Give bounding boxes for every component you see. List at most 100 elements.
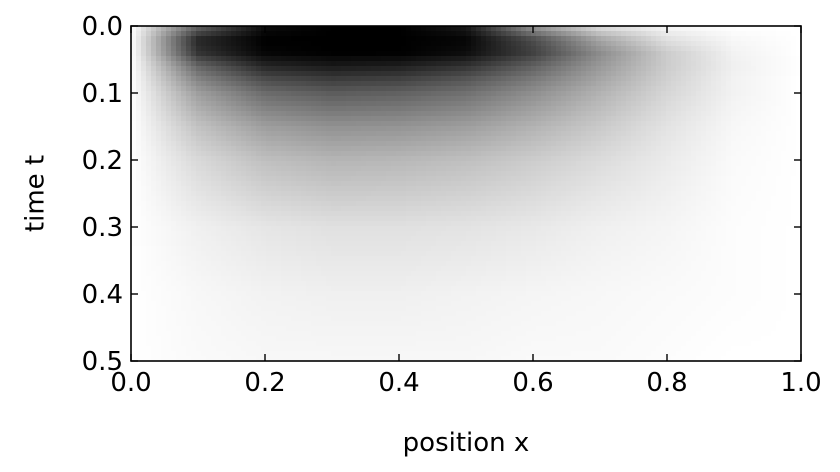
heatmap-cell [296, 146, 302, 152]
heatmap-cell [201, 111, 207, 117]
heatmap-cell [501, 51, 507, 57]
heatmap-cell [346, 61, 352, 67]
heatmap-cell [511, 156, 517, 162]
heatmap-cell [451, 56, 457, 62]
heatmap-cell [776, 161, 782, 167]
heatmap-cell [171, 56, 177, 62]
heatmap-cell [576, 201, 582, 207]
heatmap-cell [191, 166, 197, 172]
heatmap-cell [481, 131, 487, 137]
heatmap-cell [446, 166, 452, 172]
heatmap-cell [496, 51, 502, 57]
heatmap-cell [711, 76, 717, 82]
heatmap-cell [776, 151, 782, 157]
heatmap-cell [791, 131, 797, 137]
heatmap-cell [306, 201, 312, 207]
heatmap-cell [456, 191, 462, 197]
heatmap-cell [176, 201, 182, 207]
heatmap-cell [321, 61, 327, 67]
heatmap-cell [301, 101, 307, 107]
heatmap-cell [216, 206, 222, 212]
heatmap-cell [376, 131, 382, 137]
heatmap-cell [131, 146, 137, 152]
heatmap-cell [611, 141, 617, 147]
heatmap-cell [386, 191, 392, 197]
heatmap-cell [386, 81, 392, 87]
heatmap-cell [626, 86, 632, 92]
heatmap-cell [356, 96, 362, 102]
heatmap-cell [681, 171, 687, 177]
heatmap-cell [466, 56, 472, 62]
heatmap-cell [511, 101, 517, 107]
heatmap-cell [166, 131, 172, 137]
heatmap-cell [781, 81, 787, 87]
heatmap-cell [166, 201, 172, 207]
heatmap-cell [721, 81, 727, 87]
heatmap-cell [361, 71, 367, 77]
heatmap-cell [406, 206, 412, 212]
heatmap-cell [166, 86, 172, 92]
heatmap-cell [526, 91, 532, 97]
heatmap-cell [441, 146, 447, 152]
heatmap-cell [791, 161, 797, 167]
heatmap-cell [251, 121, 257, 127]
heatmap-cell [366, 156, 372, 162]
heatmap-cell [726, 71, 732, 77]
heatmap-cell [566, 51, 572, 57]
heatmap-cell [236, 81, 242, 87]
heatmap-cell [336, 81, 342, 87]
heatmap-cell [316, 91, 322, 97]
heatmap-cell [476, 111, 482, 117]
heatmap-cell [756, 151, 762, 157]
heatmap-cell [361, 161, 367, 167]
heatmap-cell [181, 151, 187, 157]
heatmap-cell [141, 121, 147, 127]
heatmap-cell [541, 176, 547, 182]
heatmap-cell [351, 196, 357, 202]
heatmap-cell [646, 46, 652, 52]
heatmap-cell [591, 76, 597, 82]
heatmap-cell [271, 171, 277, 177]
heatmap-cell [566, 61, 572, 67]
heatmap-cell [611, 81, 617, 87]
heatmap-cell [211, 81, 217, 87]
heatmap-cell [181, 156, 187, 162]
heatmap-cell [146, 201, 152, 207]
heatmap-cell [556, 111, 562, 117]
heatmap-cell [691, 61, 697, 67]
heatmap-cell [416, 151, 422, 157]
heatmap-cell [346, 41, 352, 47]
heatmap-cell [491, 201, 497, 207]
heatmap-cell [791, 151, 797, 157]
heatmap-cell [246, 176, 252, 182]
heatmap-cell [461, 51, 467, 57]
heatmap-cell [141, 31, 147, 37]
heatmap-cell [181, 106, 187, 112]
heatmap-cell [381, 41, 387, 47]
heatmap-cell [276, 71, 282, 77]
heatmap-cell [766, 66, 772, 72]
heatmap-cell [636, 206, 642, 212]
heatmap-cell [436, 101, 442, 107]
heatmap-cell [216, 141, 222, 147]
heatmap-cell [686, 86, 692, 92]
heatmap-cell [501, 36, 507, 42]
heatmap-cell [136, 46, 142, 52]
heatmap-cell [556, 166, 562, 172]
heatmap-cell [566, 186, 572, 192]
heatmap-cell [316, 186, 322, 192]
heatmap-cell [296, 41, 302, 47]
heatmap-cell [336, 131, 342, 137]
heatmap-cell [566, 101, 572, 107]
heatmap-cell [366, 81, 372, 87]
heatmap-cell [751, 181, 757, 187]
heatmap-cell [281, 111, 287, 117]
heatmap-cell [416, 161, 422, 167]
heatmap-cell [361, 201, 367, 207]
heatmap-cell [291, 66, 297, 72]
heatmap-cell [756, 81, 762, 87]
heatmap-cell [786, 66, 792, 72]
heatmap-cell [556, 31, 562, 37]
heatmap-cell [336, 176, 342, 182]
heatmap-cell [751, 51, 757, 57]
